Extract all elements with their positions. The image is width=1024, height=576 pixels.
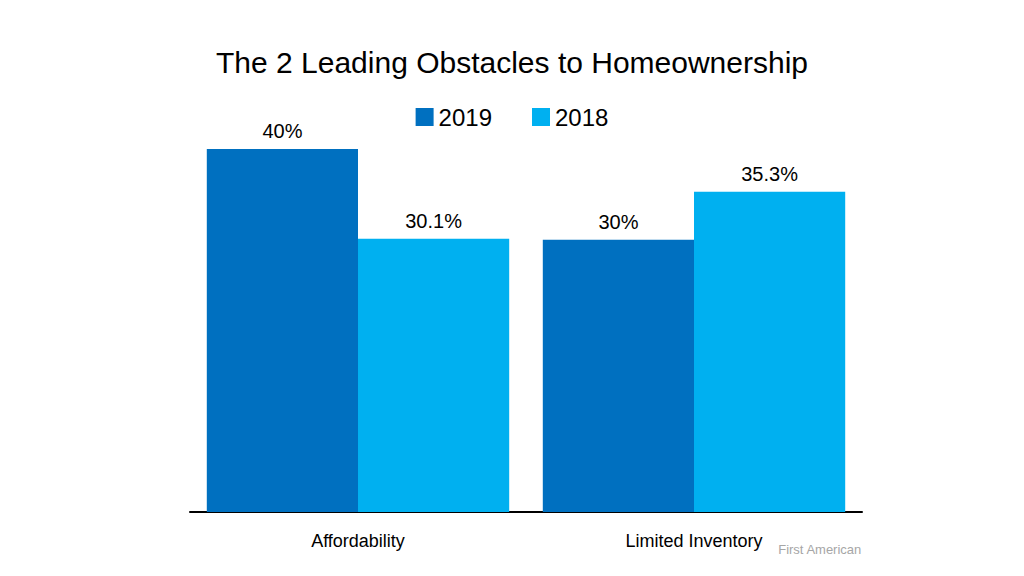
svg-text:Affordability: Affordability <box>311 531 405 551</box>
svg-text:2019: 2019 <box>439 104 492 131</box>
svg-text:2018: 2018 <box>555 104 608 131</box>
svg-text:40%: 40% <box>262 120 302 142</box>
svg-text:First American: First American <box>778 542 861 557</box>
svg-text:30%: 30% <box>598 211 638 233</box>
svg-text:35.3%: 35.3% <box>741 163 798 185</box>
svg-text:30.1%: 30.1% <box>405 210 462 232</box>
svg-text:The 2 Leading Obstacles to Hom: The 2 Leading Obstacles to Homeownership <box>216 46 808 79</box>
svg-text:Limited Inventory: Limited Inventory <box>625 531 762 551</box>
